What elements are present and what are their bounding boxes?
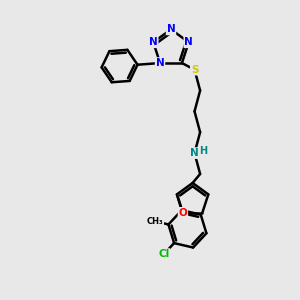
Text: N: N (156, 58, 164, 68)
Text: S: S (191, 64, 198, 75)
Text: O: O (178, 208, 187, 218)
Text: N: N (167, 24, 176, 34)
Text: N: N (149, 37, 158, 47)
Text: H: H (200, 146, 208, 156)
Text: CH₃: CH₃ (147, 217, 164, 226)
Text: N: N (184, 37, 193, 47)
Text: N: N (190, 148, 199, 158)
Text: Cl: Cl (158, 249, 169, 259)
